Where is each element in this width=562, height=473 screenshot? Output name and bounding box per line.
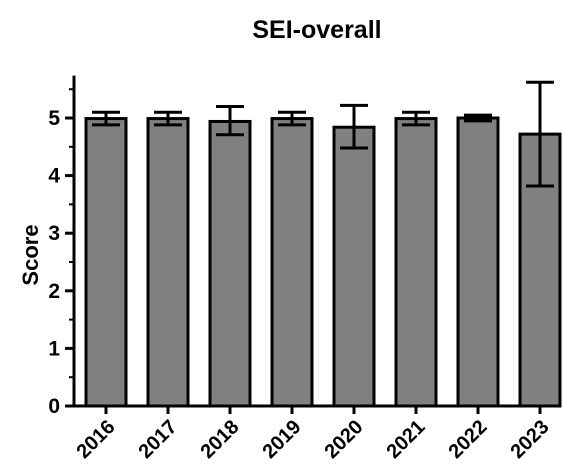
x-tick-label-2020: 2020 [321, 416, 368, 463]
x-tick-label-2017: 2017 [135, 416, 182, 463]
error-bar-2022 [464, 113, 492, 123]
bar-2016 [84, 117, 128, 408]
bar-2021 [394, 117, 438, 408]
x-tick-label-2018: 2018 [197, 416, 244, 463]
x-tick-label-2023: 2023 [507, 416, 554, 463]
y-axis-label: Score [18, 224, 43, 285]
y-tick-label-5: 5 [48, 107, 60, 130]
y-axis: 0 1 2 3 4 5 [48, 75, 76, 418]
bar-2017 [146, 117, 190, 408]
error-bars-group [92, 80, 554, 188]
bar-2018 [208, 119, 252, 408]
bar-2020 [332, 125, 376, 408]
error-bar-2016 [92, 110, 120, 127]
bar-2022 [456, 116, 500, 408]
bar-2019 [270, 117, 314, 408]
error-bar-2017 [154, 110, 182, 127]
y-tick-label-3: 3 [48, 222, 60, 245]
x-tick-label-2022: 2022 [445, 416, 492, 463]
error-bar-2018 [216, 104, 244, 137]
y-tick-label-0: 0 [48, 395, 60, 418]
y-tick-label-4: 4 [48, 165, 60, 188]
x-tick-label-2021: 2021 [383, 416, 430, 463]
error-bar-2019 [278, 110, 306, 127]
y-tick-label-1: 1 [48, 337, 60, 360]
bars-group [84, 116, 562, 408]
y-tick-label-2: 2 [48, 280, 60, 303]
chart-title: SEI-overall [252, 16, 381, 44]
x-axis: 2016 2017 2018 2019 2020 2021 2022 2023 [72, 404, 558, 463]
error-bar-2020 [340, 103, 368, 150]
x-tick-label-2019: 2019 [259, 416, 306, 463]
x-tick-label-2016: 2016 [73, 416, 120, 463]
error-bar-2021 [402, 110, 430, 127]
error-bar-2023 [526, 80, 554, 188]
